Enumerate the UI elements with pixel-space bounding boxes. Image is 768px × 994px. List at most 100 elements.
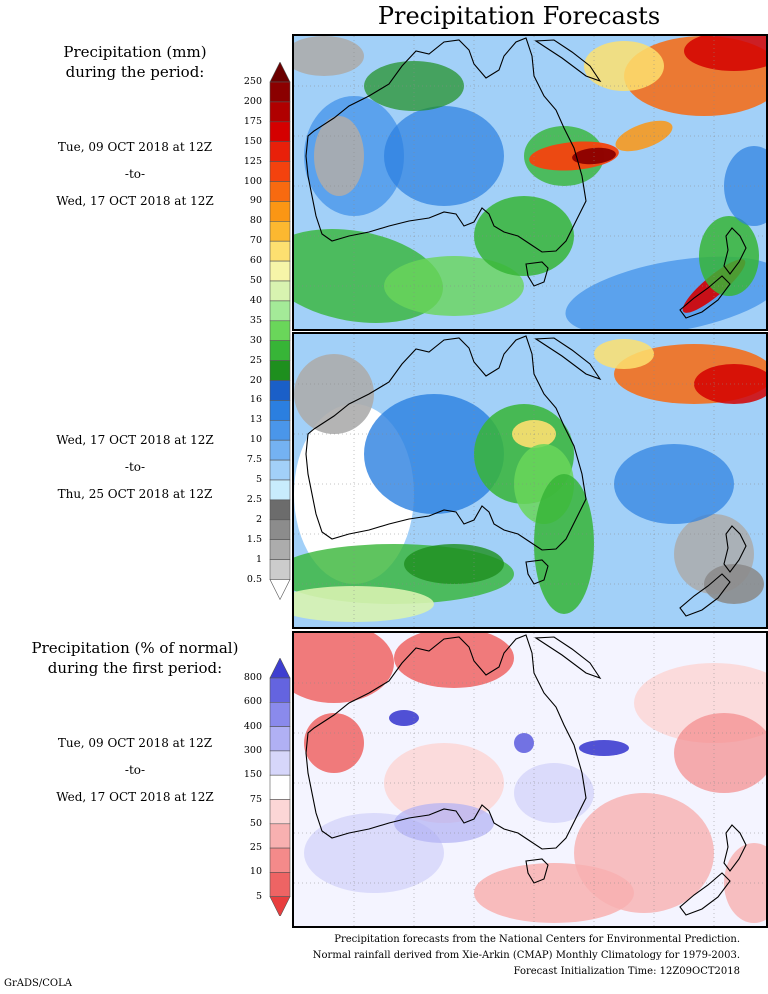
precip-field-region	[294, 36, 364, 76]
colorbar-tick-label: 1.5	[246, 533, 262, 545]
period1-end: Wed, 17 OCT 2018 at 12Z	[56, 194, 214, 208]
nz-north-coastline	[723, 824, 747, 872]
colorbar-tick-label: 60	[249, 255, 262, 267]
precip-field-region	[294, 633, 394, 703]
precip-field-region	[724, 843, 766, 923]
pct-legend-title-line2: during the first period:	[47, 659, 223, 677]
colorbar-swatch	[269, 677, 291, 703]
pct-colorbar	[269, 658, 291, 916]
precip-field-region	[514, 763, 594, 823]
precip-field-region	[314, 116, 364, 196]
colorbar-swatch	[269, 240, 291, 262]
colorbar-swatch	[269, 479, 291, 501]
footer-line2: Normal rainfall derived from Xie-Arkin (…	[312, 950, 740, 961]
colorbar-tick-label: 30	[249, 334, 262, 346]
colorbar-tick-label: 300	[243, 744, 262, 756]
map-panel-period1	[292, 34, 768, 331]
colorbar-swatch	[269, 439, 291, 461]
precip-colorbar	[269, 62, 291, 601]
colorbar-tick-label: 7.5	[246, 454, 262, 466]
colorbar-tick-label: 80	[249, 215, 262, 227]
nz-north-coastline	[723, 525, 747, 573]
credit-label: GrADS/COLA	[4, 978, 72, 989]
colorbar-tick-label: 1	[255, 553, 262, 565]
period2-sep: -to-	[124, 460, 146, 474]
colorbar-swatch	[269, 847, 291, 873]
tasmania-coastline	[525, 261, 549, 287]
colorbar-swatch	[269, 499, 291, 521]
colorbar-tick-label: 20	[249, 374, 262, 386]
nz-north-coastline	[723, 227, 747, 275]
page-title: Precipitation Forecasts	[377, 2, 661, 30]
precip-field-region	[579, 740, 629, 756]
colorbar-tick-label: 0.5	[246, 573, 262, 585]
precip-field-region	[615, 120, 673, 152]
footer-line1: Precipitation forecasts from the Nationa…	[334, 934, 740, 945]
colorbar-tick-label: 25	[249, 354, 262, 366]
png-coastline	[534, 337, 602, 381]
colorbar-tick-label: 35	[249, 314, 262, 326]
png-coastline	[534, 636, 602, 680]
colorbar-tick-label: 150	[243, 135, 262, 147]
colorbar-tick-label: 600	[243, 696, 262, 708]
australia-coastline	[305, 37, 587, 253]
precip-field-region	[394, 633, 514, 688]
colorbar-swatch	[269, 539, 291, 560]
colorbar-swatch	[269, 701, 291, 727]
png-coastline	[534, 39, 602, 83]
colorbar-tick-label: 13	[249, 414, 262, 426]
map-panel-period2	[292, 332, 768, 629]
colorbar-swatch	[269, 726, 291, 752]
australia-coastline	[305, 634, 587, 850]
colorbar-swatch	[269, 221, 291, 242]
colorbar-arrow-bottom	[269, 896, 291, 916]
nz-south-coastline	[679, 573, 731, 617]
precip-field-region	[514, 733, 534, 753]
tasmania-coastline	[525, 858, 549, 884]
colorbar-arrow-top	[269, 658, 291, 679]
precip-field-region	[534, 474, 594, 614]
nz-south-coastline	[679, 872, 731, 916]
precip-field-region	[404, 544, 504, 584]
colorbar-swatch	[269, 280, 291, 302]
precip-field-region	[384, 106, 504, 206]
colorbar-tick-label: 50	[249, 817, 262, 829]
tasmania-coastline	[525, 559, 549, 585]
colorbar-arrow-bottom	[269, 579, 291, 601]
colorbar-tick-label: 400	[243, 720, 262, 732]
precip-field-region	[699, 216, 759, 296]
period3-start: Tue, 09 OCT 2018 at 12Z	[57, 736, 213, 750]
colorbar-swatch	[269, 400, 291, 421]
precip-field-region	[674, 713, 766, 793]
precip-legend-title-line2: during the period:	[65, 63, 205, 81]
precip-field-region	[584, 41, 664, 91]
colorbar-swatch	[269, 201, 291, 222]
australia-coastline	[305, 335, 587, 551]
period1-sep: -to-	[124, 167, 146, 181]
colorbar-swatch	[269, 419, 291, 441]
colorbar-arrow-top	[269, 62, 291, 83]
colorbar-tick-label: 16	[249, 394, 262, 406]
colorbar-swatch	[269, 559, 291, 580]
colorbar-tick-label: 2	[255, 513, 262, 525]
colorbar-swatch	[269, 300, 291, 322]
precip-field-region	[389, 710, 419, 726]
colorbar-swatch	[269, 519, 291, 540]
colorbar-tick-label: 200	[243, 95, 262, 107]
colorbar-swatch	[269, 340, 291, 361]
precip-field-region	[724, 146, 766, 226]
colorbar-swatch	[269, 459, 291, 481]
colorbar-swatch	[269, 872, 291, 897]
precip-field-region	[574, 793, 714, 913]
period2-end: Thu, 25 OCT 2018 at 12Z	[57, 487, 213, 501]
colorbar-tick-label: 90	[249, 195, 262, 207]
period3-end: Wed, 17 OCT 2018 at 12Z	[56, 790, 214, 804]
colorbar-swatch	[269, 161, 291, 182]
colorbar-swatch	[269, 750, 291, 776]
precip-map-period2	[294, 334, 766, 627]
colorbar-tick-label: 50	[249, 275, 262, 286]
colorbar-swatch	[269, 141, 291, 162]
colorbar-swatch	[269, 360, 291, 381]
colorbar-tick-label: 100	[243, 175, 262, 187]
precip-legend-title: Precipitation (mm) during the period:	[0, 42, 270, 82]
